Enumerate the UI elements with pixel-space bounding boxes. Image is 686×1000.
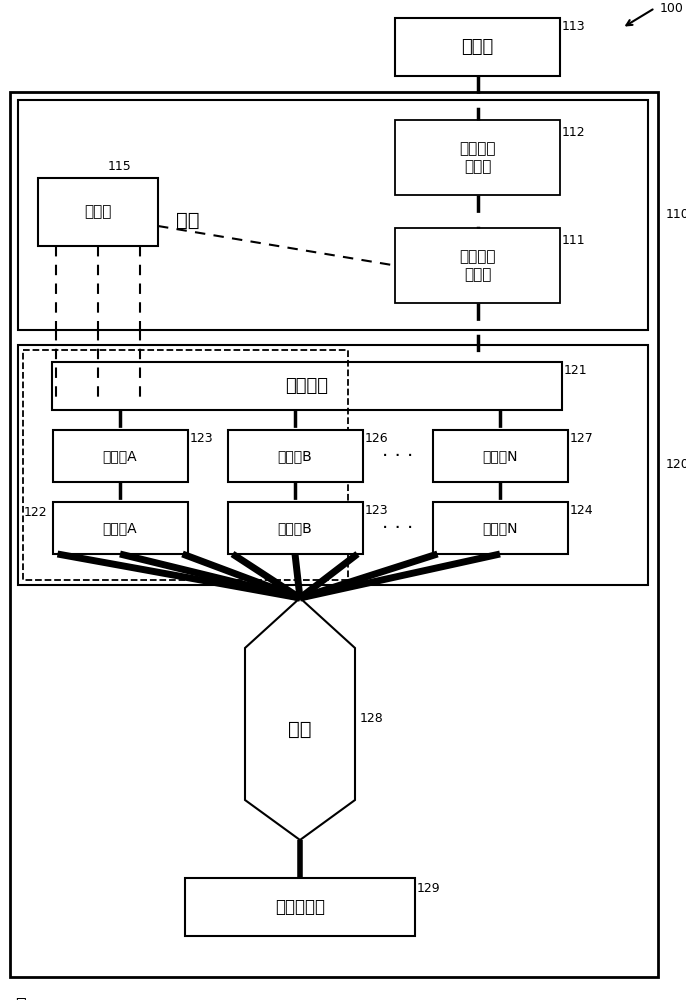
Text: 废物贮存器: 废物贮存器 [275, 898, 325, 916]
Text: 123: 123 [364, 504, 388, 516]
Text: 致动器B: 致动器B [278, 521, 312, 535]
Text: 115: 115 [108, 159, 132, 172]
Bar [228, 430, 362, 482]
Text: 仪器: 仪器 [176, 211, 200, 230]
Text: 124: 124 [569, 504, 593, 516]
Text: 贮存器A: 贮存器A [103, 449, 137, 463]
Text: · · ·: · · · [382, 518, 413, 538]
Text: 129: 129 [417, 882, 440, 894]
Bar [395, 18, 560, 76]
Text: 控制器: 控制器 [84, 205, 112, 220]
Text: 贮存器N: 贮存器N [482, 449, 518, 463]
Text: 致动器N: 致动器N [482, 521, 518, 535]
Text: 气体源: 气体源 [462, 38, 494, 56]
Bar [38, 178, 158, 246]
Bar [52, 362, 562, 410]
Bar [53, 502, 187, 554]
Text: 113: 113 [562, 19, 586, 32]
Bar [18, 345, 648, 585]
Text: 100: 100 [660, 1, 684, 14]
Text: 贮存器B: 贮存器B [278, 449, 312, 463]
Text: 气体岐管: 气体岐管 [285, 377, 329, 395]
Text: 127: 127 [569, 432, 593, 444]
Text: 122: 122 [24, 506, 47, 518]
Text: 盒: 盒 [15, 997, 26, 1000]
Text: 111: 111 [562, 233, 586, 246]
Text: 123: 123 [189, 432, 213, 444]
Text: 121: 121 [564, 363, 588, 376]
Bar [185, 878, 415, 936]
Text: 致动器A: 致动器A [103, 521, 137, 535]
Bar [395, 120, 560, 195]
Text: 气体流速
传感器: 气体流速 传感器 [459, 249, 496, 282]
Bar [23, 350, 348, 580]
Bar [10, 92, 658, 977]
Bar [228, 502, 362, 554]
Bar [395, 228, 560, 303]
Text: 通道: 通道 [288, 720, 311, 738]
Text: 气体流量
调节器: 气体流量 调节器 [459, 141, 496, 174]
Text: 126: 126 [364, 432, 388, 444]
Text: 112: 112 [562, 125, 586, 138]
Bar [18, 100, 648, 330]
Bar [432, 502, 567, 554]
Text: 128: 128 [360, 712, 383, 726]
Text: 110: 110 [666, 209, 686, 222]
Text: · · ·: · · · [382, 446, 413, 466]
Text: 120: 120 [666, 458, 686, 472]
Bar [432, 430, 567, 482]
Bar [53, 430, 187, 482]
